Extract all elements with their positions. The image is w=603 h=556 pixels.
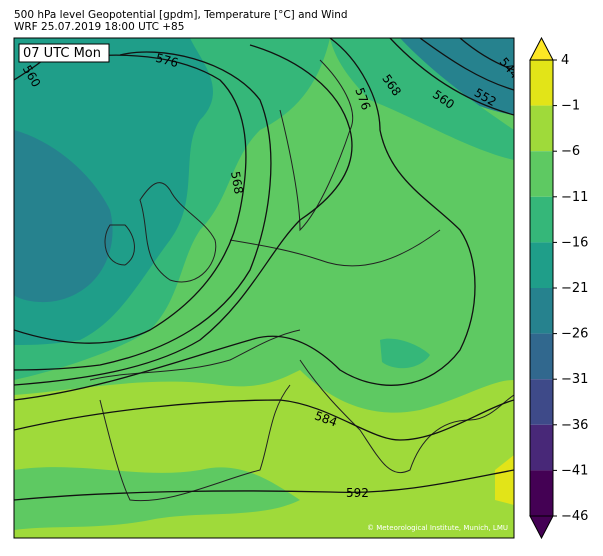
colorbar-band [530,196,553,243]
colorbar-band [530,105,553,152]
colorbar-tick-label: −36 [561,418,588,433]
colorbar-tick-label: −26 [561,327,588,342]
contour-label: 568 [228,170,246,195]
title: 500 hPa level Geopotential [gpdm], Tempe… [14,9,348,21]
field-ne-cool [330,38,514,160]
field-mild [14,467,300,530]
colorbar-extend-min [529,515,554,540]
colorbar-tick-label: −16 [561,235,588,250]
colorbar: 4 −1 −6 −11 −16 −21 −26 −31 −36 −41 −46 [529,36,588,540]
colorbar-band [530,424,553,471]
colorbar-tick-label: −11 [561,190,588,205]
colorbar-band [530,242,553,288]
credit: © Meteorological Institute, Munich, LMU [367,524,508,532]
colorbar-band [530,379,553,425]
time-label: 07 UTC Mon [23,46,101,61]
colorbar-tick-label: −6 [561,144,580,159]
colorbar-band [530,333,553,380]
colorbar-tick-label: −21 [561,281,588,296]
coastlines [89,59,514,502]
map-frame [13,37,515,539]
subtitle: WRF 25.07.2019 18:00 UTC +85 [14,21,184,33]
time-box [18,43,110,63]
colorbar-tick-label: −46 [561,509,588,524]
field-patch [380,338,430,369]
field-hot [495,455,514,505]
colorbar-tick-label: 4 [561,53,569,68]
colorbar-band [530,470,553,516]
colorbar-band [530,288,553,334]
map-area: 560 576 568 576 568 560 552 544 584 592 … [14,38,514,538]
field-coldest [14,130,113,303]
colorbar-tick-label: −1 [561,99,580,114]
colorbar-band [530,151,553,197]
colorbar-extend-max [529,36,554,61]
colorbar-band [530,60,553,106]
contour-label: 576 [154,51,180,70]
contour-label: 592 [346,486,369,500]
colorbar-tick-label: −41 [561,463,588,478]
colorbar-tick-label: −31 [561,372,588,387]
